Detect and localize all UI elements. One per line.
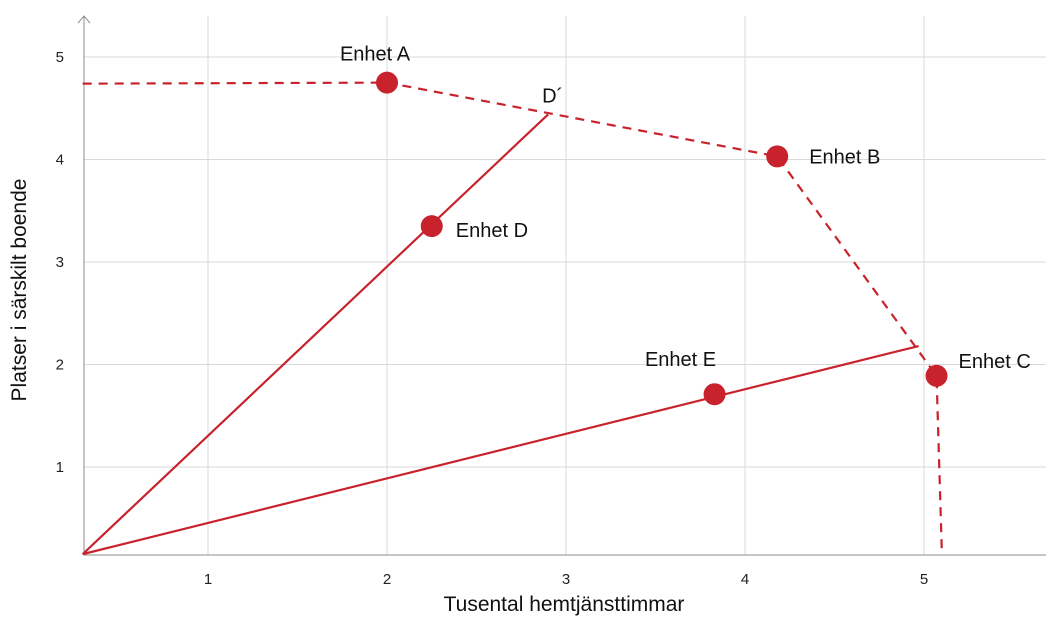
annotations: D´ xyxy=(542,85,563,107)
point-enhet-d xyxy=(420,215,443,238)
x-tick-label: 3 xyxy=(562,571,570,588)
grid-lines xyxy=(84,16,1046,555)
annotation-d-prime: D´ xyxy=(542,85,563,107)
frontier-line xyxy=(82,81,943,555)
ray-lines xyxy=(81,113,919,556)
ray-line-2 xyxy=(82,344,919,556)
point-label-enhet-e: Enhet E xyxy=(645,349,716,371)
data-points: Enhet A Enhet B Enhet C Enhet D Enhet E xyxy=(340,44,1031,406)
y-axis-title: Platser i särskilt boende xyxy=(8,179,31,402)
point-label-enhet-b: Enhet B xyxy=(809,146,880,168)
frontier-dashed-line xyxy=(82,81,943,555)
point-enhet-b xyxy=(766,145,789,168)
point-label-enhet-d: Enhet D xyxy=(456,220,528,242)
tick-labels: 1 2 3 4 5 1 2 3 4 5 xyxy=(56,49,929,588)
x-tick-label: 5 xyxy=(920,571,928,588)
y-tick-label: 5 xyxy=(56,49,64,66)
x-tick-label: 1 xyxy=(204,571,212,588)
x-tick-label: 4 xyxy=(741,571,749,588)
x-axis-title: Tusental hemtjänsttimmar xyxy=(444,593,685,616)
y-tick-label: 1 xyxy=(56,459,64,476)
point-enhet-c xyxy=(925,364,948,387)
y-tick-label: 2 xyxy=(56,357,64,374)
x-tick-label: 2 xyxy=(383,571,391,588)
point-label-enhet-a: Enhet A xyxy=(340,44,411,66)
point-label-enhet-c: Enhet C xyxy=(959,351,1031,373)
y-tick-label: 4 xyxy=(56,152,64,169)
point-enhet-e xyxy=(703,383,726,406)
ray-line-1 xyxy=(81,113,549,555)
point-enhet-a xyxy=(376,71,398,94)
y-axis-arrow-icon xyxy=(77,15,91,24)
axes xyxy=(77,15,1046,556)
y-tick-label: 3 xyxy=(56,254,64,271)
